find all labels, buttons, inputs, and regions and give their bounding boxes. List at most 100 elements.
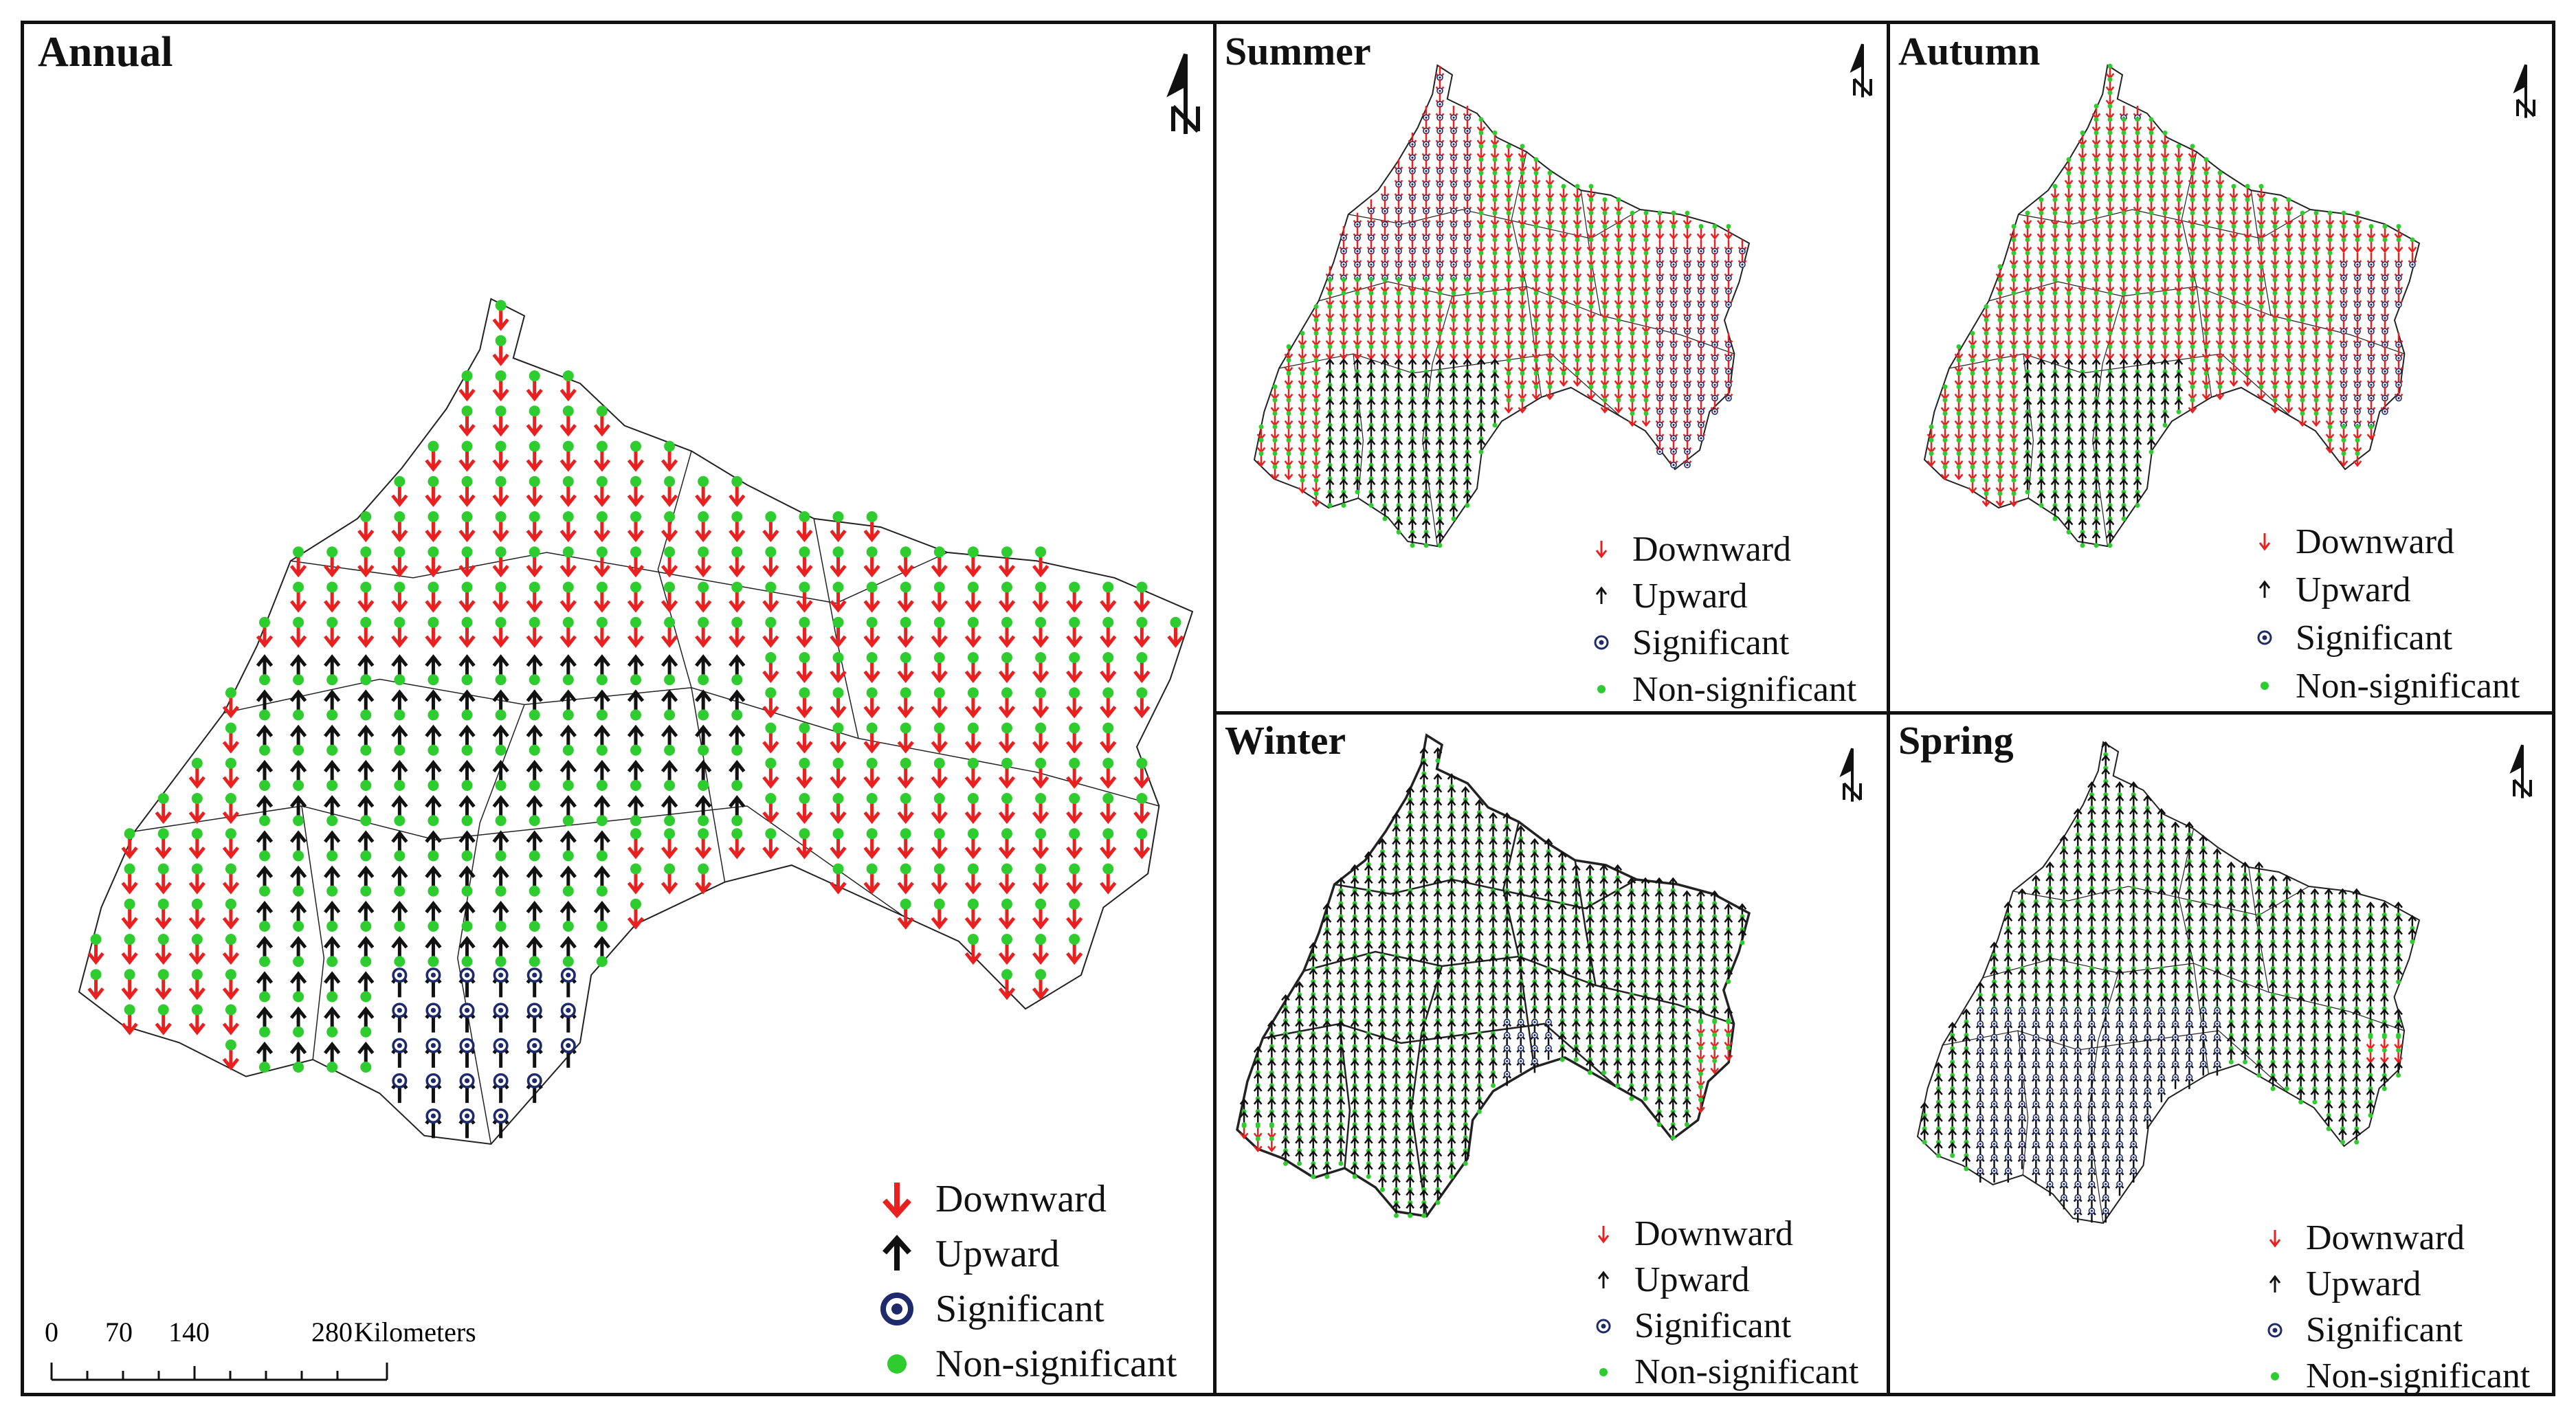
grid-cell-marker — [964, 651, 982, 684]
grid-cell-marker — [256, 971, 274, 1003]
grid-cell-marker — [425, 511, 442, 543]
grid-cell-marker — [2160, 264, 2170, 280]
grid-cell-marker — [1394, 159, 1403, 175]
grid-cell-marker — [1614, 264, 1623, 280]
grid-cell-marker — [796, 757, 813, 789]
subbasin-boundary — [813, 518, 859, 739]
grid-cell-marker — [2133, 157, 2142, 173]
grid-cell-marker — [1476, 317, 1486, 334]
grid-cell-marker — [1322, 1163, 1332, 1179]
grid-cell-marker — [2073, 1141, 2083, 1156]
grid-cell-marker — [1380, 425, 1390, 441]
grid-cell-marker — [2050, 277, 2060, 293]
grid-cell-marker — [2229, 250, 2239, 267]
grid-cell-marker — [2078, 358, 2087, 374]
legend-significant: Significant — [1593, 1303, 1858, 1349]
grid-cell-marker — [2105, 117, 2115, 133]
grid-cell-marker — [762, 651, 779, 684]
grid-cell-marker — [458, 1003, 476, 1033]
grid-cell-marker — [1669, 306, 1678, 322]
grid-cell-marker — [2394, 386, 2403, 402]
grid-cell-marker — [1724, 346, 1733, 361]
grid-cell-marker — [1696, 413, 1706, 429]
grid-cell-marker — [289, 546, 307, 578]
grid-cell-marker — [2284, 277, 2294, 293]
grid-cell-marker — [2311, 291, 2321, 307]
grid-cell-marker — [2215, 357, 2225, 374]
grid-cell-marker — [863, 687, 880, 719]
grid-cell-marker — [458, 405, 476, 437]
grid-cell-marker — [1298, 344, 1307, 361]
grid-cell-marker — [2105, 183, 2115, 200]
grid-cell-marker — [155, 863, 172, 895]
grid-cell-marker — [2212, 1033, 2222, 1049]
grid-cell-marker — [2009, 465, 2019, 481]
grid-cell-marker — [1339, 331, 1348, 347]
grid-cell-marker — [2311, 397, 2321, 414]
grid-cell-marker — [2023, 371, 2032, 388]
grid-cell-marker — [1655, 426, 1665, 442]
annual-legend: Downward Upward Significant Non-signific… — [876, 1172, 1177, 1391]
grid-cell-marker — [660, 546, 678, 578]
grid-cell-marker — [2212, 1007, 2222, 1022]
grid-cell-marker — [1408, 212, 1417, 228]
grid-cell-marker — [2170, 1047, 2180, 1062]
grid-cell-marker — [1573, 317, 1582, 334]
grid-cell-marker — [1683, 413, 1692, 429]
grid-cell-marker — [1463, 304, 1472, 320]
grid-cell-marker — [526, 370, 543, 402]
grid-cell-marker — [1476, 183, 1486, 200]
grid-cell-marker — [1518, 331, 1527, 347]
grid-cell-marker — [2091, 224, 2101, 240]
grid-cell-marker — [2394, 928, 2403, 944]
grid-cell-marker — [1435, 212, 1445, 228]
grid-cell-marker — [2353, 266, 2362, 282]
grid-cell-marker — [1683, 399, 1692, 415]
grid-cell-marker — [2050, 317, 2060, 334]
grid-cell-marker — [1463, 331, 1472, 347]
grid-cell-marker — [1133, 687, 1151, 719]
scale-tick-70: 70 — [105, 1317, 133, 1347]
grid-cell-marker — [1628, 291, 1637, 307]
grid-cell-marker — [2087, 1114, 2096, 1130]
grid-cell-marker — [1975, 1047, 1985, 1062]
grid-cell-marker — [559, 440, 577, 472]
grid-cell-marker — [1614, 317, 1623, 334]
grid-cell-marker — [863, 828, 880, 860]
grid-cell-marker — [1586, 224, 1596, 240]
grid-cell-marker — [1435, 159, 1445, 175]
grid-cell-marker — [1559, 357, 1568, 374]
grid-cell-marker — [492, 616, 509, 648]
grid-cell-marker — [695, 511, 712, 543]
grid-cell-marker — [796, 792, 813, 825]
grid-cell-marker — [1311, 357, 1321, 374]
grid-cell-marker — [2101, 1141, 2111, 1156]
grid-cell-marker — [2119, 478, 2129, 495]
grid-cell-marker — [2133, 144, 2142, 160]
downward-arrow-icon — [1597, 1225, 1610, 1243]
grid-cell-marker — [1545, 264, 1555, 280]
grid-cell-marker — [256, 759, 274, 792]
grid-cell-marker — [492, 581, 509, 613]
grid-cell-marker — [1710, 293, 1720, 309]
grid-cell-marker — [2105, 304, 2115, 320]
grid-cell-marker — [1490, 170, 1500, 187]
grid-cell-marker — [863, 511, 880, 543]
grid-cell-marker — [2366, 293, 2376, 309]
grid-cell-marker — [2064, 344, 2074, 361]
grid-cell-marker — [1954, 370, 1964, 387]
grid-cell-marker — [2003, 1100, 2013, 1116]
grid-cell-marker — [2174, 304, 2184, 320]
grid-cell-marker — [2045, 1087, 2055, 1103]
grid-cell-marker — [425, 1038, 442, 1068]
spring-title: Spring — [1898, 718, 2014, 763]
grid-cell-marker — [1325, 304, 1335, 320]
grid-cell-marker — [1518, 370, 1527, 387]
grid-cell-marker — [2270, 210, 2280, 227]
grid-cell-marker — [2101, 1033, 2111, 1049]
grid-cell-marker — [289, 830, 307, 862]
grid-cell-marker — [2009, 250, 2019, 267]
grid-cell-marker — [2160, 183, 2170, 200]
grid-cell-marker — [1339, 317, 1348, 334]
grid-cell-marker — [593, 689, 611, 721]
